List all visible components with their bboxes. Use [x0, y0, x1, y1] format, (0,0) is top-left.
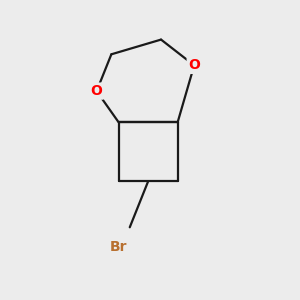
Text: O: O: [188, 58, 200, 72]
Text: Br: Br: [110, 240, 128, 254]
Text: O: O: [91, 84, 103, 98]
